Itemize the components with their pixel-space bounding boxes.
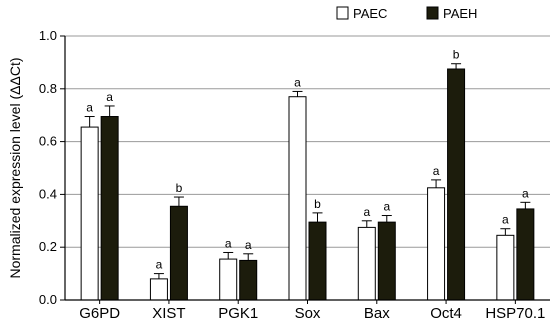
significance-label: a	[522, 186, 529, 200]
significance-label: a	[156, 258, 163, 272]
bar-paec-bax	[357, 226, 376, 301]
bar-paec-hsp701	[496, 234, 515, 301]
bar-paeh-xist	[169, 205, 188, 301]
legend-swatch-paeh	[426, 6, 439, 20]
bar-paec-xist	[149, 278, 168, 301]
y-tick-label: 0.0	[39, 292, 57, 307]
y-tick-label: 0.6	[39, 134, 57, 149]
bar-paeh-hsp701	[516, 208, 535, 301]
y-tick-label: 0.4	[39, 186, 57, 201]
bar-paec-pgk1	[219, 258, 238, 301]
x-tick-label: HSP70.1	[485, 305, 545, 322]
x-tick-label: XIST	[152, 305, 185, 322]
significance-label: a	[383, 200, 390, 214]
bar-paeh-pgk1	[239, 259, 258, 301]
significance-label: a	[294, 75, 301, 89]
bar-paeh-bax	[377, 221, 396, 301]
bar-paec-g6pd	[80, 126, 99, 301]
y-tick-label: 0.2	[39, 239, 57, 254]
bar-paeh-oct4	[447, 68, 466, 301]
axes: 0.0 0.2 0.4 0.6 0.8 1.0 G6PD XIST PGK1 Sox Bax Oct4…	[39, 28, 550, 322]
bar-paeh-sox	[308, 221, 327, 301]
significance-label: a	[433, 164, 440, 178]
significance-label: b	[176, 181, 183, 195]
x-tick-label: PGK1	[218, 305, 258, 322]
significance-label: a	[86, 101, 93, 115]
y-tick-label: 1.0	[39, 28, 57, 43]
significance-label: a	[502, 213, 509, 227]
legend-label-paeh: PAEH	[443, 6, 477, 21]
significance-label: a	[225, 236, 232, 250]
legend: PAEC PAEH	[336, 6, 477, 21]
bar-paec-sox	[288, 96, 307, 301]
legend-swatch-paec	[336, 6, 349, 20]
significance-label: a	[245, 238, 252, 252]
significance-label: b	[314, 197, 321, 211]
significance-label: a	[363, 205, 370, 219]
bar-paeh-g6pd	[100, 116, 119, 301]
x-tick-label: G6PD	[79, 305, 120, 322]
legend-label-paec: PAEC	[353, 6, 387, 21]
y-axis-title: Normalized expression level (ΔΔCt)	[7, 58, 23, 279]
significance-label: a	[106, 90, 113, 104]
significance-label: b	[453, 48, 460, 62]
x-tick-label: Sox	[295, 305, 321, 322]
grid-lines	[65, 35, 550, 248]
y-tick-label: 0.8	[39, 81, 57, 96]
x-tick-label: Oct4	[430, 305, 462, 322]
x-tick-label: Bax	[364, 305, 390, 322]
bar-paec-oct4	[427, 187, 446, 301]
